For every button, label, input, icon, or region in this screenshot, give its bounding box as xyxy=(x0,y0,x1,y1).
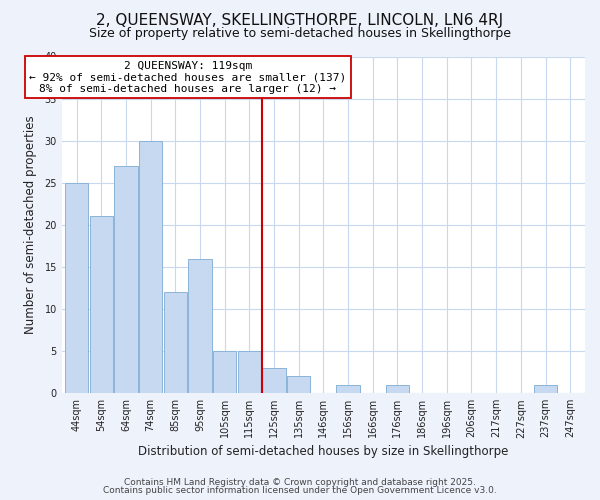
Bar xyxy=(139,140,163,393)
Bar xyxy=(188,258,212,393)
Bar xyxy=(114,166,137,393)
Bar xyxy=(534,385,557,393)
Text: Contains HM Land Registry data © Crown copyright and database right 2025.: Contains HM Land Registry data © Crown c… xyxy=(124,478,476,487)
Bar xyxy=(89,216,113,393)
Bar xyxy=(386,385,409,393)
Y-axis label: Number of semi-detached properties: Number of semi-detached properties xyxy=(25,116,37,334)
Text: 2 QUEENSWAY: 119sqm
← 92% of semi-detached houses are smaller (137)
8% of semi-d: 2 QUEENSWAY: 119sqm ← 92% of semi-detach… xyxy=(29,60,346,94)
Bar xyxy=(238,351,261,393)
Bar xyxy=(262,368,286,393)
Bar xyxy=(164,292,187,393)
X-axis label: Distribution of semi-detached houses by size in Skellingthorpe: Distribution of semi-detached houses by … xyxy=(138,444,509,458)
Bar xyxy=(337,385,360,393)
Bar xyxy=(287,376,310,393)
Text: Size of property relative to semi-detached houses in Skellingthorpe: Size of property relative to semi-detach… xyxy=(89,28,511,40)
Text: Contains public sector information licensed under the Open Government Licence v3: Contains public sector information licen… xyxy=(103,486,497,495)
Bar xyxy=(213,351,236,393)
Bar xyxy=(65,183,88,393)
Text: 2, QUEENSWAY, SKELLINGTHORPE, LINCOLN, LN6 4RJ: 2, QUEENSWAY, SKELLINGTHORPE, LINCOLN, L… xyxy=(97,12,503,28)
